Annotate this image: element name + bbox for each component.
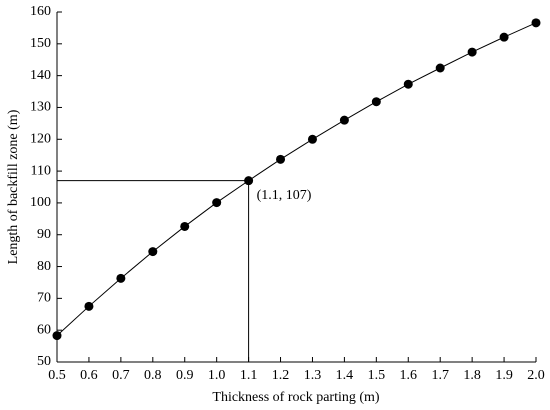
x-tick-label: 0.5 [48, 368, 66, 383]
x-tick-label: 0.8 [144, 368, 162, 383]
data-point [403, 79, 413, 89]
data-point [339, 115, 349, 125]
series-line [56, 22, 537, 336]
y-tick-label: 60 [37, 322, 51, 337]
x-tick-label: 1.6 [400, 368, 418, 383]
y-axis-title: Length of backfill zone (m) [6, 109, 21, 264]
y-tick-label: 70 [37, 291, 51, 306]
data-point [276, 154, 286, 164]
data-point [244, 176, 254, 186]
data-point [467, 47, 477, 57]
annotation: (1.1, 107) [257, 188, 312, 203]
y-tick-label: 160 [30, 4, 51, 19]
data-point [52, 331, 62, 341]
x-tick-label: 1.3 [304, 368, 322, 383]
y-tick-label: 110 [31, 163, 51, 178]
data-point [84, 301, 94, 311]
y-tick-label: 100 [30, 195, 51, 210]
data-point [435, 63, 445, 73]
x-tick-label: 1.0 [208, 368, 226, 383]
x-tick-label: 1.8 [463, 368, 481, 383]
data-point [148, 247, 158, 257]
x-tick-label: 1.1 [240, 368, 258, 383]
x-tick-label: 1.5 [368, 368, 386, 383]
data-point [307, 134, 317, 144]
data-point [499, 32, 509, 42]
data-point [180, 221, 190, 231]
data-point [116, 273, 126, 283]
y-tick-label: 120 [30, 131, 51, 146]
x-tick-label: 0.9 [176, 368, 194, 383]
x-tick-label: 2.0 [527, 368, 545, 383]
data-point [371, 97, 381, 107]
y-tick-label: 80 [37, 259, 51, 274]
x-tick-label: 0.6 [80, 368, 98, 383]
y-tick-label: 130 [30, 100, 51, 115]
y-tick-label: 150 [30, 36, 51, 51]
x-tick-label: 1.2 [272, 368, 290, 383]
data-point [531, 18, 541, 28]
y-tick-label: 50 [37, 354, 51, 369]
y-tick-label: 90 [37, 227, 51, 242]
y-tick-label: 140 [30, 68, 51, 83]
x-tick-label: 1.9 [495, 368, 513, 383]
x-tick-label: 1.4 [336, 368, 354, 383]
x-axis-title: Thickness of rock parting (m) [212, 390, 380, 405]
x-tick-label: 1.7 [431, 368, 449, 383]
data-point [212, 198, 222, 208]
x-tick-label: 0.7 [112, 368, 130, 383]
